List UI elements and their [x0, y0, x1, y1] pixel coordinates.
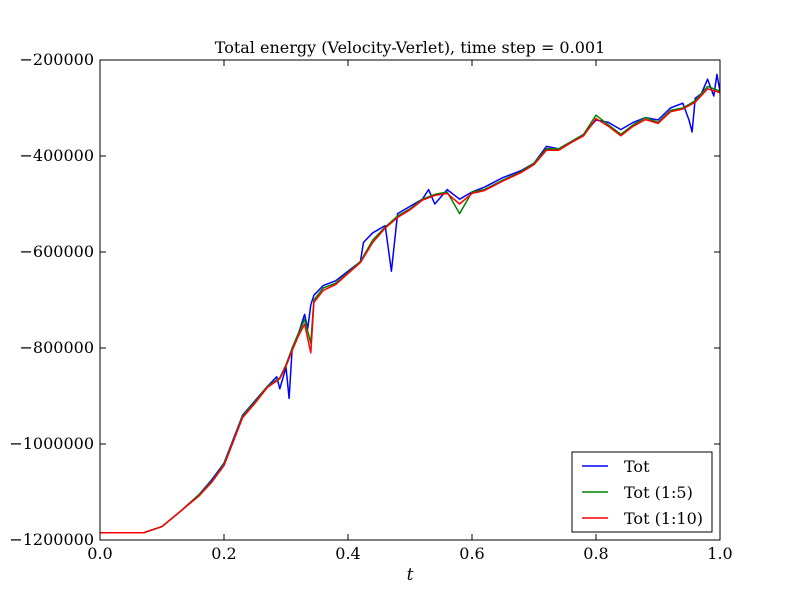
x-tick-label: 0.4: [335, 544, 360, 563]
plot-frame: [99, 59, 721, 541]
x-tick-label: 0.0: [87, 544, 112, 563]
series-layer: [100, 73, 721, 534]
legend: Tot Tot (1:5) Tot (1:10): [571, 451, 713, 533]
x-axis-label: t: [407, 565, 414, 585]
x-tick-label: 1.0: [707, 544, 732, 563]
ticks-layer: 0.0 0.2 0.4 0.6 0.8 1.0 −200000 −400000 −600000 −…: [9, 50, 732, 563]
x-tick-label: 0.6: [459, 544, 484, 563]
y-tick-label: −1000000: [9, 434, 94, 453]
chart-title: Total energy (Velocity-Verlet), time ste…: [215, 38, 605, 57]
y-tick-label: −200000: [20, 50, 94, 69]
legend-label-2: Tot (1:10): [624, 509, 703, 528]
y-tick-label: −600000: [20, 242, 94, 261]
y-tick-label: −800000: [20, 338, 94, 357]
legend-label-1: Tot (1:5): [624, 483, 693, 502]
series-line-2: [100, 88, 721, 534]
x-tick-label: 0.8: [583, 544, 608, 563]
x-tick-label: 0.2: [211, 544, 236, 563]
legend-label-0: Tot: [624, 457, 650, 476]
series-line-1: [100, 85, 721, 534]
y-tick-label: −400000: [20, 146, 94, 165]
y-tick-label: −1200000: [9, 530, 94, 549]
